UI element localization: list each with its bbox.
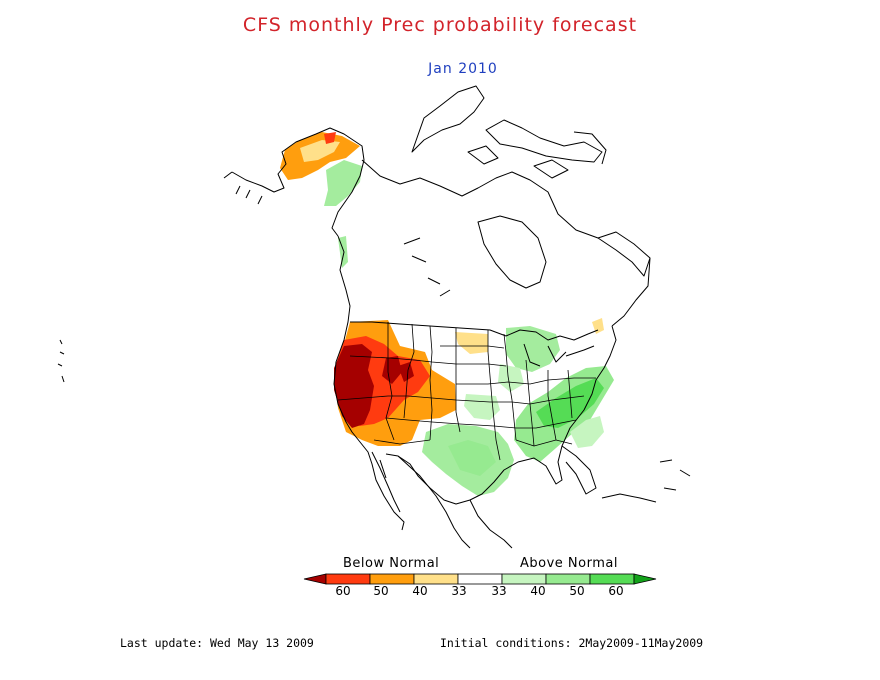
plains-above-33 — [464, 394, 500, 420]
ohio-above-33 — [498, 364, 524, 392]
newengland-below-33 — [592, 318, 604, 334]
pacific-coast — [333, 235, 405, 531]
alaska-below-33 — [300, 140, 340, 162]
florida — [561, 445, 597, 495]
chart-title: CFS monthly Prec probability forecast — [242, 14, 638, 36]
legend-swatch — [545, 573, 591, 585]
labrador — [597, 237, 651, 277]
hawaii — [57, 339, 65, 383]
legend-below-label: Below Normal — [343, 556, 440, 571]
legend-tick: 33 — [451, 584, 467, 598]
canada-north — [361, 159, 651, 327]
alaska-above-40 — [324, 160, 362, 206]
map-outlines — [57, 85, 691, 549]
hudson-bay — [477, 215, 547, 289]
legend-swatch — [303, 573, 327, 585]
legend-swatch — [413, 573, 459, 585]
legend-above-label: Above Normal — [520, 556, 618, 571]
appalachian-above-50 — [536, 378, 604, 428]
legend-tick: 50 — [569, 584, 585, 598]
cuba — [601, 493, 657, 503]
west-below-60 — [334, 344, 374, 428]
northern-plains-below-33 — [455, 332, 488, 354]
legend-swatch — [589, 573, 635, 585]
utah-below-60 — [398, 362, 414, 382]
legend-swatch — [369, 573, 415, 585]
legend-tick: 50 — [373, 584, 389, 598]
initial-conditions-text: Initial conditions: 2May2009-11May2009 — [440, 636, 704, 650]
legend-tick: 40 — [412, 584, 428, 598]
baja — [371, 451, 401, 513]
southeast-above-33 — [570, 416, 604, 448]
legend-colorbar — [303, 573, 657, 585]
greenland-edge — [573, 131, 607, 165]
west-below-60b — [382, 356, 402, 384]
alaska-north-dark — [324, 132, 336, 144]
legend-tick: 40 — [530, 584, 546, 598]
greatlakes-above-40 — [506, 326, 560, 372]
legend-tick: 60 — [608, 584, 624, 598]
state-borders — [337, 322, 596, 461]
great-lakes — [505, 329, 599, 367]
forecast-shading — [280, 132, 614, 496]
caribbean — [659, 459, 691, 491]
atlantic-coast — [385, 325, 617, 505]
last-update-text: Last update: Wed May 13 2009 — [120, 636, 314, 650]
aleutians — [223, 171, 263, 205]
legend-swatch — [633, 573, 657, 585]
legend-swatch — [457, 573, 503, 585]
chart-subtitle: Jan 2010 — [428, 61, 498, 77]
tex-inner — [448, 440, 496, 476]
arctic-islands — [411, 85, 603, 179]
lakes-canada — [403, 237, 451, 297]
alaska-outline — [231, 127, 365, 237]
legend-swatch — [325, 573, 371, 585]
legend-tick: 33 — [491, 584, 507, 598]
mexico — [397, 455, 513, 549]
legend-swatch — [501, 573, 547, 585]
legend-tick: 60 — [335, 584, 351, 598]
